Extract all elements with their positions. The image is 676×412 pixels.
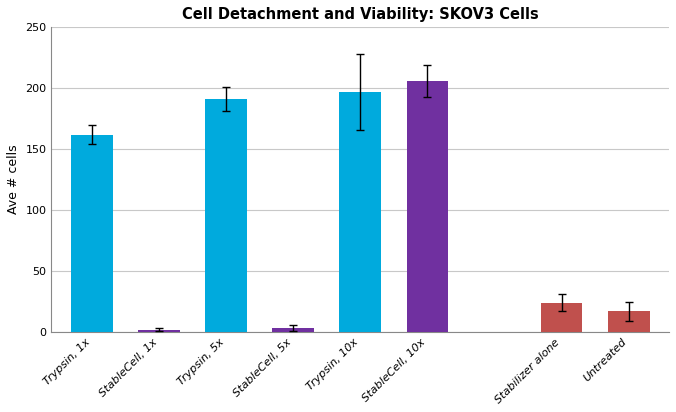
- Bar: [71, 135, 113, 332]
- Bar: [541, 303, 583, 332]
- Title: Cell Detachment and Viability: SKOV3 Cells: Cell Detachment and Viability: SKOV3 Cel…: [182, 7, 539, 22]
- Bar: [138, 330, 180, 332]
- Bar: [206, 99, 247, 332]
- Bar: [406, 81, 448, 332]
- Bar: [272, 328, 314, 332]
- Y-axis label: Ave # cells: Ave # cells: [7, 145, 20, 215]
- Bar: [608, 311, 650, 332]
- Bar: [339, 92, 381, 332]
